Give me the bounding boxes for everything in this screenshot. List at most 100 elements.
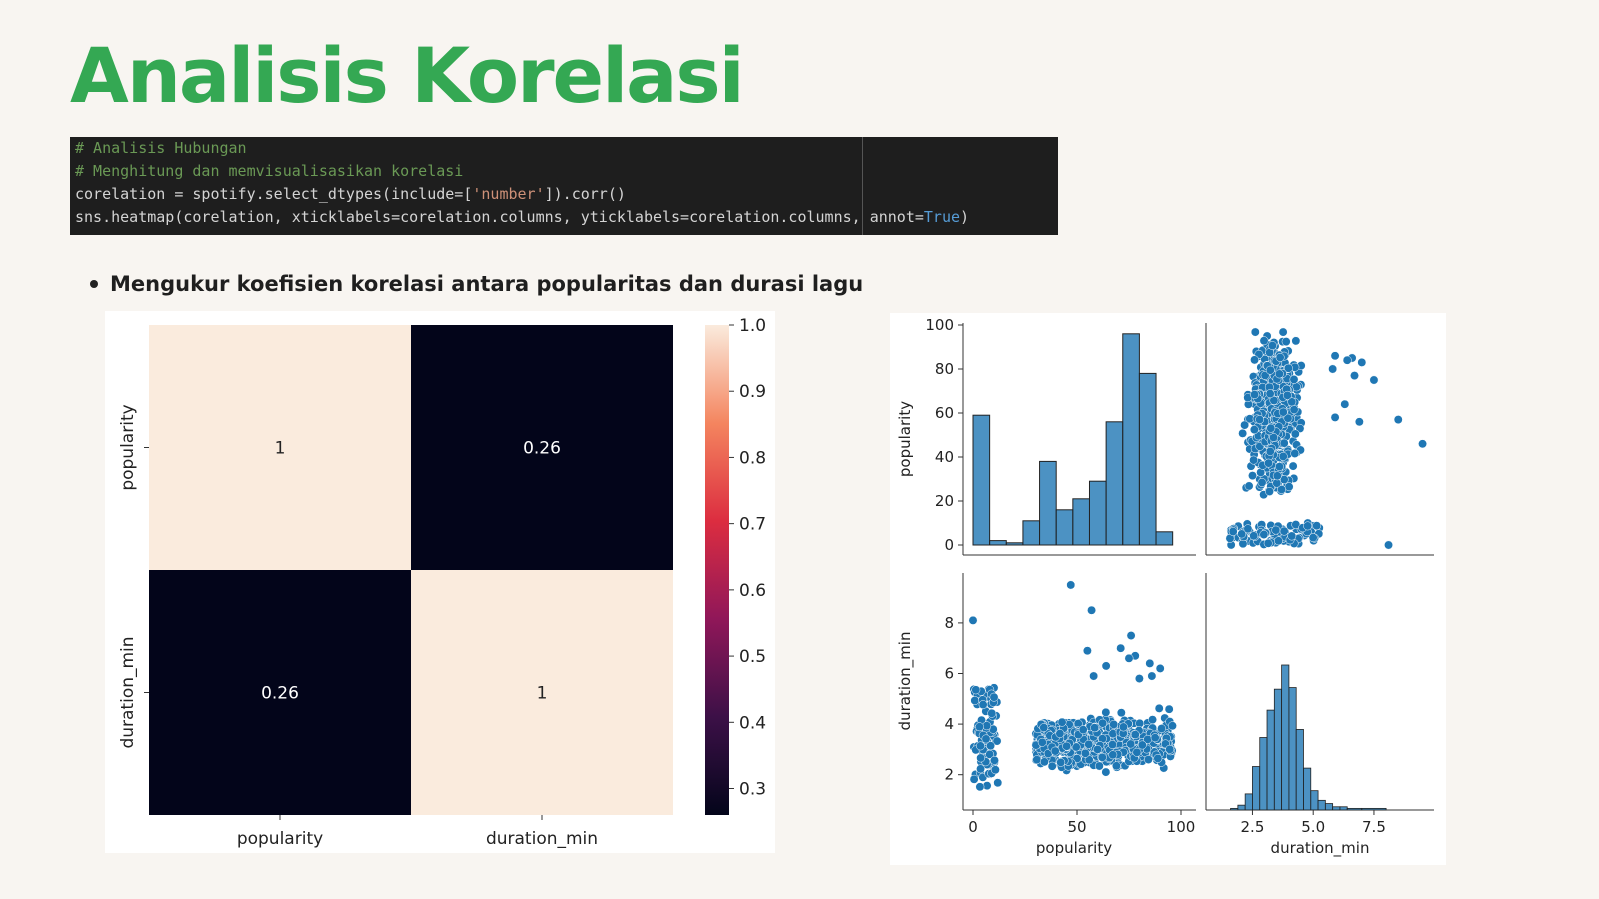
colorbar-tick-label: 0.4 xyxy=(739,713,766,733)
scatter-point xyxy=(1050,746,1060,756)
scatter-point xyxy=(985,749,995,759)
scatter-point xyxy=(1354,417,1364,427)
scatter-point xyxy=(1269,432,1278,442)
scatter-point xyxy=(1240,420,1250,430)
scatter-point xyxy=(1312,521,1322,531)
scatter-point xyxy=(1080,748,1090,758)
scatter-point xyxy=(1289,405,1299,415)
bullet-dot xyxy=(90,280,98,288)
scatter-point xyxy=(1328,364,1338,374)
x-tick-label: 100 xyxy=(1167,818,1196,836)
scatter-point xyxy=(1265,365,1275,375)
scatter-point xyxy=(1287,397,1297,407)
code-line-4: sns.heatmap(corelation, xticklabels=core… xyxy=(75,208,970,226)
scatter-point xyxy=(989,692,999,702)
scatter-point xyxy=(1145,658,1155,668)
y-tick-label: 20 xyxy=(935,492,954,510)
scatter-point xyxy=(975,722,984,732)
hist-bar-popularity xyxy=(1088,480,1107,546)
scatter-point xyxy=(1277,485,1287,494)
scatter-point xyxy=(1255,415,1265,424)
hist-bar-duration xyxy=(1288,687,1297,811)
scatter-point xyxy=(1109,719,1119,729)
scatter-point xyxy=(1289,374,1299,384)
x-tick-label: duration_min xyxy=(486,829,598,849)
scatter-point xyxy=(1283,363,1293,373)
scatter-point xyxy=(976,764,986,774)
colorbar-tick-label: 0.9 xyxy=(739,382,766,402)
scatter-point xyxy=(1101,767,1111,777)
scatter-point xyxy=(1266,423,1276,433)
scatter-point xyxy=(990,755,999,765)
scatter-point xyxy=(1037,737,1047,747)
scatter-point xyxy=(1032,755,1042,765)
scatter-point xyxy=(981,734,991,744)
scatter-point xyxy=(1282,390,1292,400)
scatter-point xyxy=(975,782,985,792)
scatter-point xyxy=(1283,413,1293,423)
scatter-point xyxy=(1274,369,1284,379)
scatter-point xyxy=(1093,744,1103,754)
scatter-point xyxy=(1290,429,1300,439)
scatter-point xyxy=(1124,653,1134,663)
scatter-point xyxy=(1308,533,1318,543)
scatter-point xyxy=(1108,750,1118,760)
hist-bar-duration xyxy=(1303,767,1312,811)
heatmap-cell xyxy=(411,325,673,570)
hist-bar-popularity xyxy=(1138,372,1157,546)
y-tick-label: 40 xyxy=(935,448,954,466)
scatter-point xyxy=(990,765,1000,775)
scatter-point xyxy=(1087,605,1097,615)
code-block: # Analisis Hubungan # Menghitung dan mem… xyxy=(70,137,1058,235)
scatter-point xyxy=(1275,352,1285,362)
scatter-point xyxy=(971,685,981,695)
scatter-point xyxy=(1148,715,1157,725)
x-tick-label: 0 xyxy=(968,818,978,836)
hist-bar-popularity xyxy=(989,540,1007,546)
hist-bar-popularity xyxy=(1105,421,1124,546)
heatmap-panel: 1 0.26 0.26 1 popularity duration_min populari… xyxy=(105,311,775,853)
y-tick-label: 60 xyxy=(935,404,954,422)
scatter-point xyxy=(1303,521,1313,531)
scatter-point xyxy=(1057,717,1067,727)
scatter-point xyxy=(1279,438,1289,448)
scatter-point xyxy=(1150,733,1160,743)
scatter-point xyxy=(1271,525,1281,535)
scatter-point xyxy=(1350,371,1359,381)
scatter-point xyxy=(1369,375,1379,385)
y-tick-label: 4 xyxy=(944,715,954,733)
scatter-point xyxy=(1278,327,1288,337)
scatter-point xyxy=(1264,458,1274,468)
x-tick-label: popularity xyxy=(237,829,323,849)
scatter-point xyxy=(1278,451,1288,461)
colorbar-tick-label: 0.7 xyxy=(739,515,766,535)
hist-bar-duration xyxy=(1310,790,1319,811)
scatter-point xyxy=(1101,661,1111,671)
y-tick-label: duration_min xyxy=(118,636,138,748)
scatter-point xyxy=(1089,671,1099,681)
scatter-point xyxy=(1147,671,1157,681)
y-tick-label: 6 xyxy=(944,665,954,683)
scatter-point xyxy=(1330,412,1340,422)
colorbar-tick-label: 0.6 xyxy=(739,581,766,601)
code-divider xyxy=(862,137,863,235)
x-tick-label: 50 xyxy=(1067,818,1086,836)
scatter-point xyxy=(1249,455,1259,465)
scatter-point xyxy=(1056,757,1066,767)
scatter-point xyxy=(1101,707,1111,717)
y-tick-label: 80 xyxy=(935,360,954,378)
y-tick-label: 100 xyxy=(925,316,954,334)
scatter-point xyxy=(1039,723,1049,733)
scatter-point xyxy=(1250,355,1260,365)
x-tick-label: 5.0 xyxy=(1301,818,1325,836)
hist-bar-duration xyxy=(1259,737,1268,811)
scatter-point xyxy=(1164,704,1174,714)
scatter-point xyxy=(1265,447,1275,456)
scatter-point xyxy=(970,696,980,705)
y-axis-label-popularity: popularity xyxy=(896,401,914,477)
scatter-point xyxy=(1062,741,1072,751)
hist-bar-popularity xyxy=(1039,460,1057,546)
hist-bar-duration xyxy=(1332,806,1341,811)
colorbar-tick-label: 0.5 xyxy=(739,647,766,667)
hist-bar-duration xyxy=(1266,709,1275,811)
